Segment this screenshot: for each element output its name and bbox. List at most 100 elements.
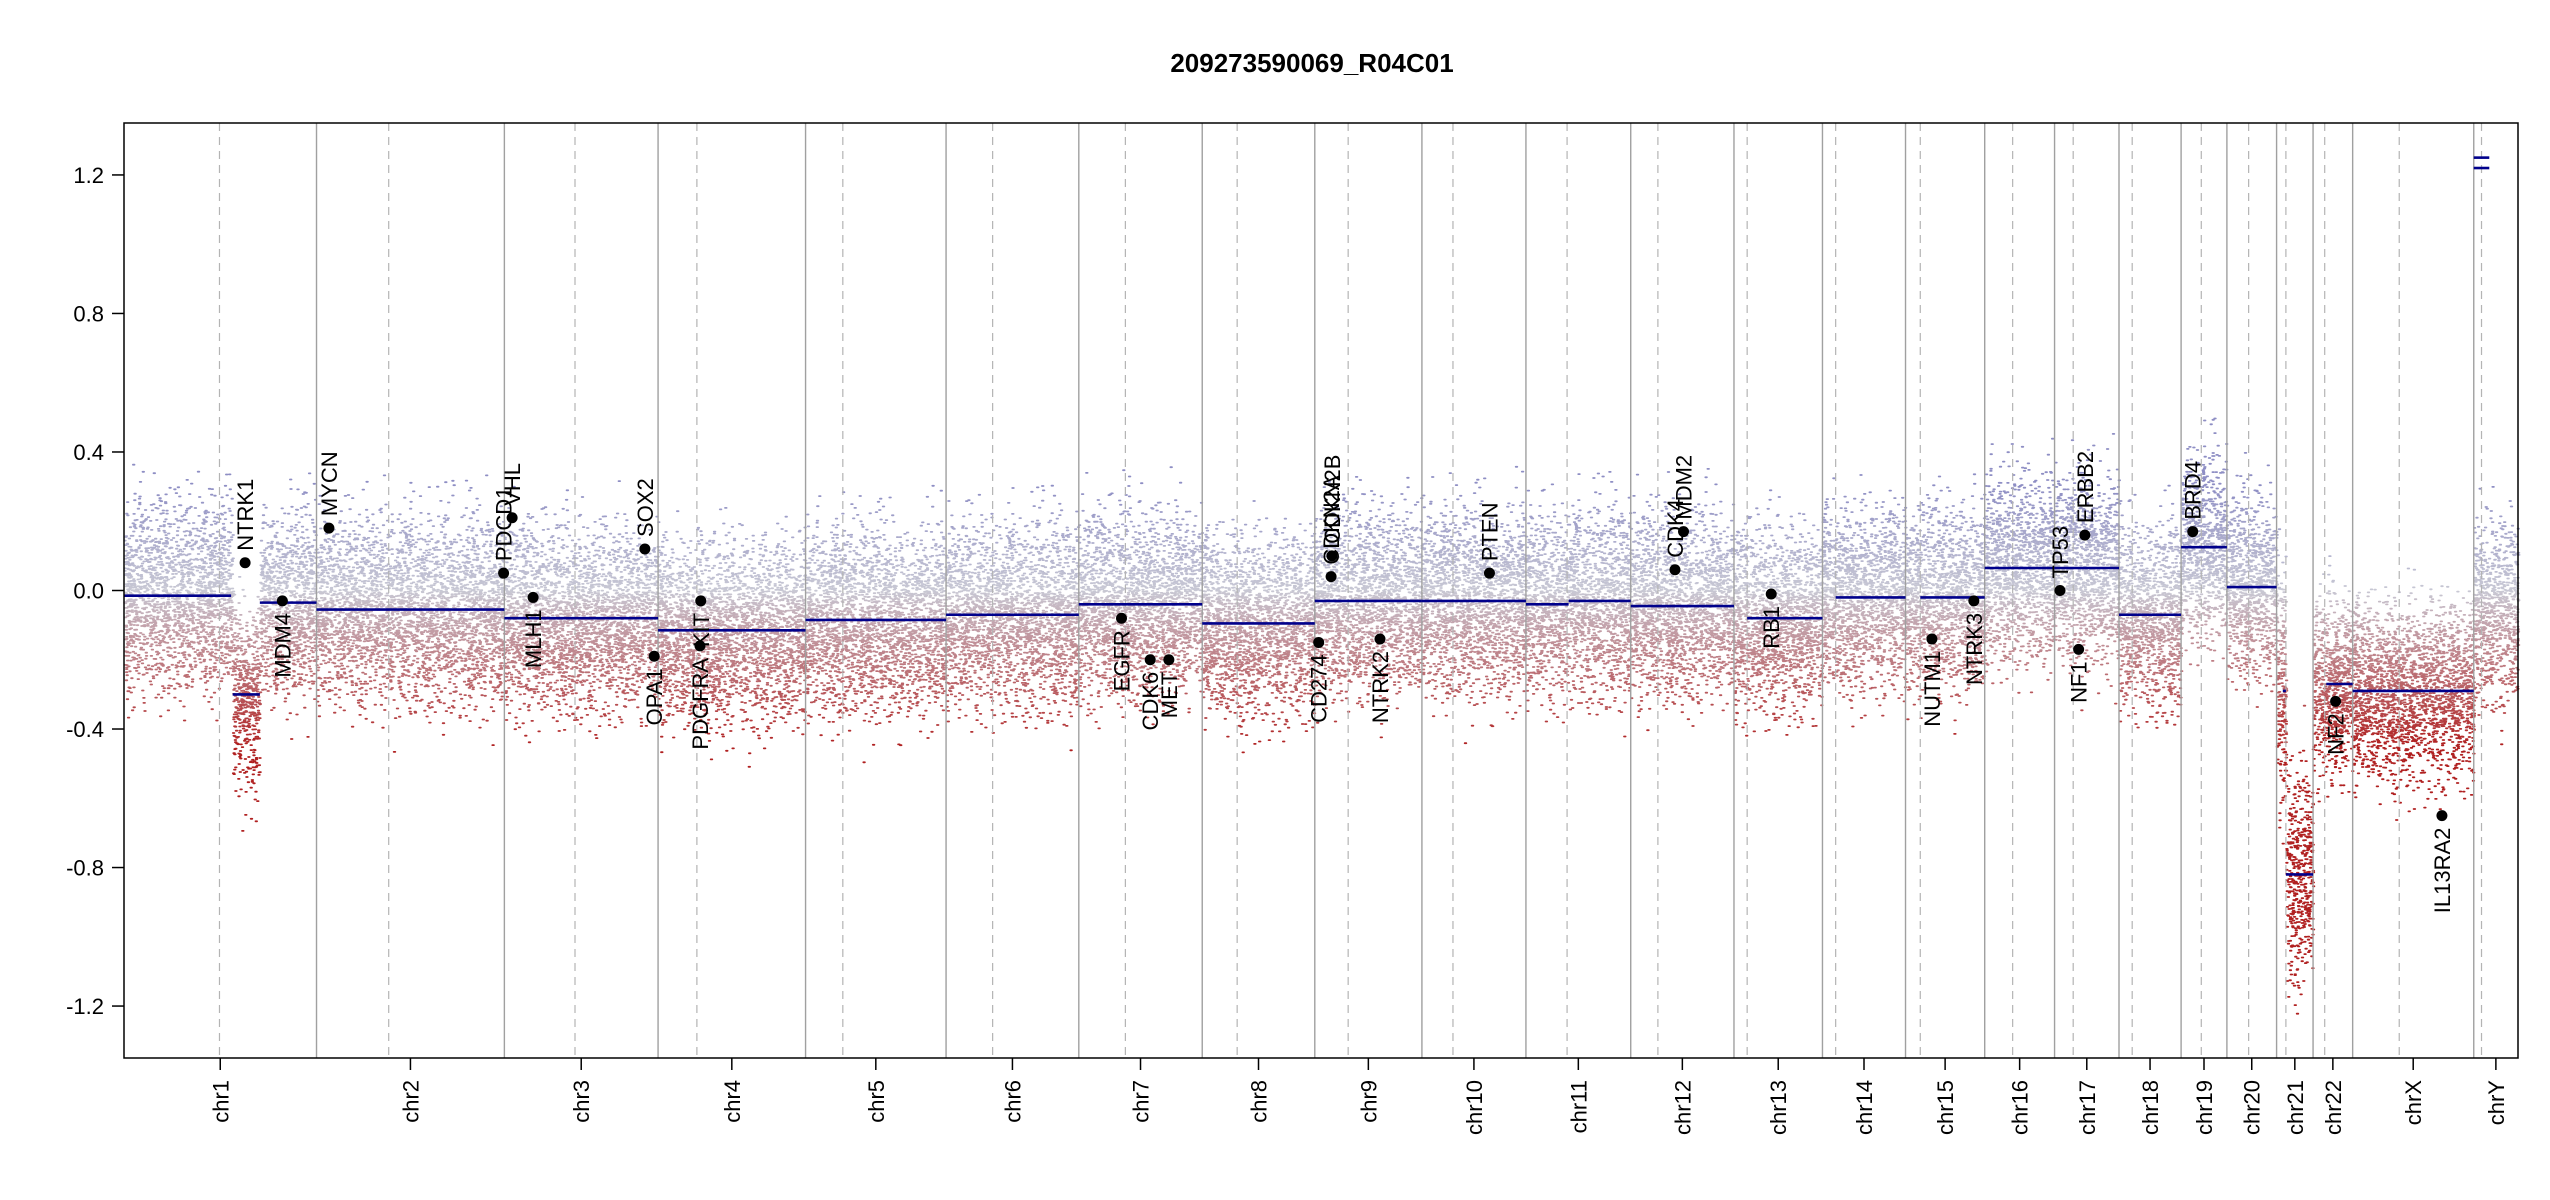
probe-point-group — [515, 545, 660, 550]
probe-point-group — [660, 579, 802, 584]
probe-point-group — [320, 681, 503, 685]
probe-point-group — [173, 510, 232, 514]
probe-point-group — [1327, 528, 1423, 532]
probe-point-group — [317, 576, 503, 580]
probe-point-group — [829, 531, 944, 535]
probe-point-group — [812, 551, 858, 555]
probe-point-group — [1540, 666, 1630, 669]
probe-point-group — [365, 474, 489, 488]
probe-point-group — [1906, 581, 1987, 586]
probe-point-group — [809, 599, 939, 602]
probe-point-group — [134, 657, 284, 661]
probe-point-group — [515, 538, 619, 543]
probe-point-group — [1204, 664, 1283, 667]
probe-point-group — [1084, 642, 1200, 645]
probe-point-group — [1322, 476, 1410, 489]
probe-point-group — [845, 689, 947, 692]
probe-point-group — [318, 494, 455, 497]
probe-point-group — [1269, 541, 1316, 544]
probe-point-group — [812, 691, 941, 694]
probe-point-group — [1828, 666, 1903, 669]
probe-point-group — [1759, 705, 1806, 708]
probe-point-group — [127, 576, 319, 580]
probe-point-group — [1922, 533, 1986, 537]
probe-point-group — [661, 694, 799, 698]
probe-point-group — [994, 678, 1079, 681]
probe-point-group — [1632, 667, 1734, 670]
probe-point-group — [524, 561, 659, 566]
probe-point-group — [1438, 667, 1493, 670]
probe-point-group — [509, 542, 642, 546]
probe-point-group — [978, 712, 1014, 715]
probe-point-group — [132, 640, 299, 643]
probe-point-group — [947, 551, 1078, 555]
probe-point-group — [124, 549, 307, 553]
probe-point-group — [338, 620, 492, 623]
probe-point-group — [1083, 549, 1202, 553]
probe-point-group — [1755, 507, 1770, 510]
probe-point-group — [807, 604, 943, 607]
probe-point-group — [316, 570, 501, 575]
probe-point-group — [203, 681, 311, 684]
probe-point-group — [1540, 524, 1632, 528]
probe-point-group — [528, 517, 602, 520]
probe-point-group — [805, 581, 945, 586]
probe-point-group — [148, 680, 316, 683]
probe-point-group — [504, 587, 660, 591]
probe-point-group — [948, 585, 1076, 589]
probe-point-group — [809, 569, 934, 573]
probe-point-group — [233, 720, 249, 724]
probe-point-group — [2006, 554, 2024, 557]
probe-point-group — [1932, 473, 1977, 489]
probe-point-group — [808, 643, 948, 646]
probe-point-group — [1214, 607, 1273, 610]
probe-point-group — [209, 695, 261, 699]
probe-point-group — [560, 674, 648, 678]
probe-point-group — [815, 519, 944, 523]
probe-point-group — [1525, 546, 1629, 549]
probe-point-group — [1632, 494, 1661, 497]
probe-point-group — [512, 558, 658, 562]
probe-point-group — [507, 579, 659, 584]
probe-point-group — [1087, 683, 1145, 687]
probe-point-group — [1215, 527, 1307, 532]
probe-point-group — [316, 615, 506, 618]
probe-point-group — [1906, 551, 1983, 555]
probe-point-group — [127, 581, 319, 586]
probe-point-group — [836, 522, 941, 526]
probe-point-group — [974, 704, 1019, 707]
probe-point-group — [318, 644, 504, 647]
probe-point-group — [1922, 510, 1964, 514]
probe-point-group — [1314, 605, 1408, 609]
probe-point-group — [1082, 526, 1180, 530]
probe-point-group — [1637, 585, 1733, 589]
probe-point-group — [1316, 585, 1424, 588]
probe-point-group — [132, 706, 307, 709]
probe-point-group — [521, 553, 639, 556]
probe-point-group — [1080, 665, 1201, 668]
probe-point-group — [1096, 556, 1203, 560]
probe-point-group — [1201, 567, 1317, 571]
probe-point-group — [817, 654, 948, 657]
probe-point-group — [1538, 504, 1611, 508]
probe-point-group — [141, 689, 270, 692]
probe-point-group — [508, 529, 525, 533]
probe-point-group — [129, 627, 311, 630]
probe-point-group — [1206, 536, 1296, 541]
probe-point-group — [320, 643, 506, 646]
probe-point-group — [132, 463, 316, 489]
probe-point-group — [1633, 587, 1733, 591]
probe-point-group — [507, 541, 621, 544]
probe-point-group — [1737, 587, 1825, 591]
probe-point-group — [559, 618, 653, 622]
probe-point-group — [518, 569, 658, 573]
probe-point-group — [1098, 502, 1171, 507]
probe-point-group — [1993, 603, 2055, 606]
probe-point-group — [1744, 693, 1813, 696]
probe-point-group — [1325, 640, 1415, 643]
probe-point-group — [660, 708, 805, 712]
probe-point-group — [1539, 535, 1629, 539]
probe-point-group — [1334, 649, 1416, 653]
probe-point-group — [1989, 591, 2049, 594]
probe-point-group — [548, 681, 645, 684]
